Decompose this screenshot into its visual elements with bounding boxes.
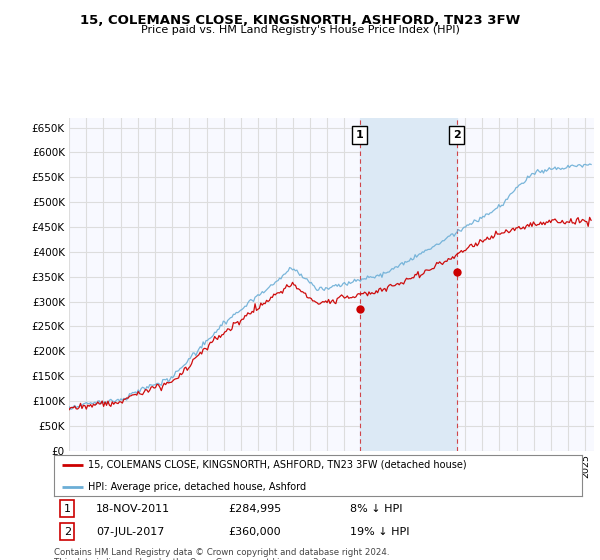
Text: HPI: Average price, detached house, Ashford: HPI: Average price, detached house, Ashf… — [88, 482, 307, 492]
Text: Contains HM Land Registry data © Crown copyright and database right 2024.
This d: Contains HM Land Registry data © Crown c… — [54, 548, 389, 560]
Bar — [360, 118, 457, 451]
Text: 2: 2 — [64, 527, 71, 537]
Text: 07-JUL-2017: 07-JUL-2017 — [96, 527, 164, 537]
Text: 8% ↓ HPI: 8% ↓ HPI — [350, 503, 402, 514]
Text: 19% ↓ HPI: 19% ↓ HPI — [350, 527, 409, 537]
Text: 18-NOV-2011: 18-NOV-2011 — [96, 503, 170, 514]
Text: £360,000: £360,000 — [228, 527, 281, 537]
Text: Price paid vs. HM Land Registry's House Price Index (HPI): Price paid vs. HM Land Registry's House … — [140, 25, 460, 35]
Text: £284,995: £284,995 — [228, 503, 281, 514]
Text: 15, COLEMANS CLOSE, KINGSNORTH, ASHFORD, TN23 3FW: 15, COLEMANS CLOSE, KINGSNORTH, ASHFORD,… — [80, 14, 520, 27]
Text: 2: 2 — [453, 130, 461, 140]
Text: 15, COLEMANS CLOSE, KINGSNORTH, ASHFORD, TN23 3FW (detached house): 15, COLEMANS CLOSE, KINGSNORTH, ASHFORD,… — [88, 460, 467, 470]
Text: 1: 1 — [64, 503, 71, 514]
Text: 1: 1 — [356, 130, 364, 140]
